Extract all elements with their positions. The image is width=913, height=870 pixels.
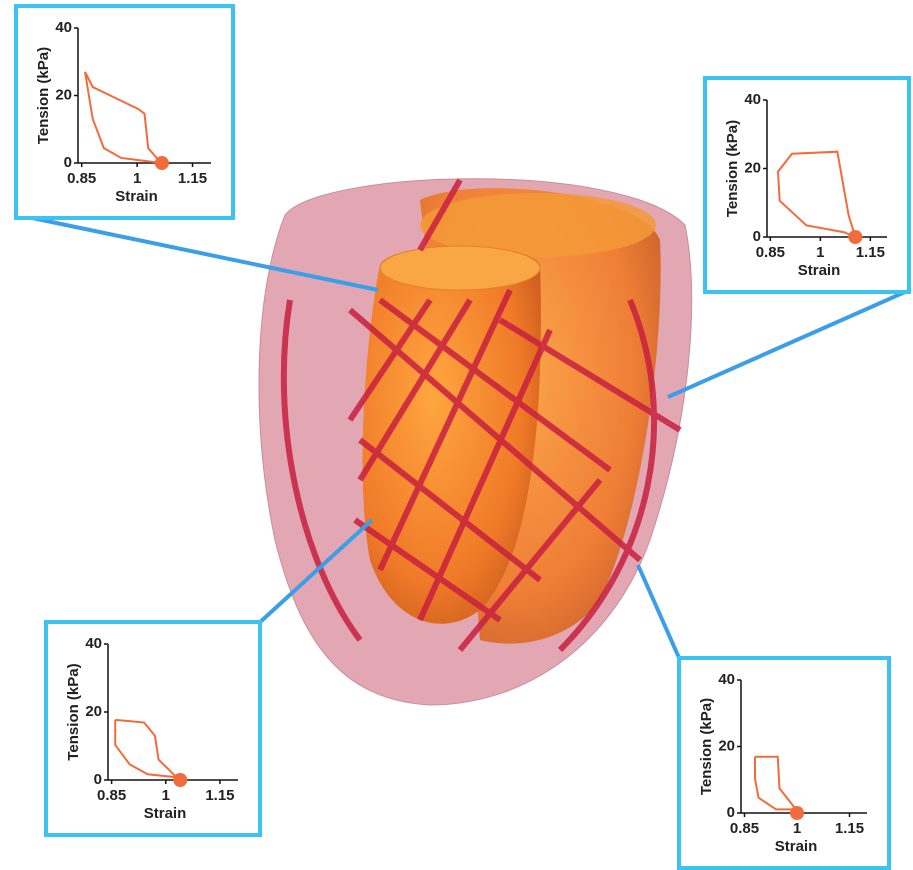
y-tick-label: 20 [718,737,735,754]
y-tick-label: 40 [55,19,72,36]
lv-top [380,246,540,290]
x-tick-label: 1.15 [835,820,864,837]
y-tick-label: 40 [85,635,102,652]
y-axis-label: Tension (kPa) [698,698,715,795]
x-tick-label: 1 [816,244,824,261]
x-tick-label: 0.85 [97,787,126,804]
x-axis-label: Strain [144,805,187,822]
x-tick-label: 0.85 [67,170,96,187]
inset-chart: 0 20 40 0.85 1 1.15 Strain Tension (kPa) [46,622,260,835]
x-axis-label: Strain [798,262,841,279]
y-tick-label: 20 [744,159,761,176]
x-tick-label: 1.15 [205,787,234,804]
x-axis-label: Strain [775,838,818,855]
state-marker [173,773,187,787]
y-axis-label: Tension (kPa) [724,120,741,217]
y-tick-label: 0 [753,228,761,245]
y-axis-label: Tension (kPa) [35,47,52,144]
y-tick-label: 20 [85,703,102,720]
y-tick-label: 0 [64,154,72,171]
x-axis-label: Strain [115,188,158,205]
x-tick-label: 1 [793,820,801,837]
y-tick-label: 20 [55,86,72,103]
inset-chart: 0 20 40 0.85 1 1.15 Strain Tension (kPa) [679,658,889,868]
y-tick-label: 40 [744,91,761,108]
y-axis-label: Tension (kPa) [65,663,82,760]
inset-chart: 0 20 40 0.85 1 1.15 Strain Tension (kPa) [16,6,233,218]
y-tick-label: 0 [727,804,735,821]
x-tick-label: 1.15 [856,244,885,261]
y-tick-label: 40 [718,671,735,688]
x-tick-label: 0.85 [756,244,785,261]
inset-chart: 0 20 40 0.85 1 1.15 Strain Tension (kPa) [705,78,909,292]
state-marker [790,806,804,820]
x-tick-label: 1 [133,170,141,187]
state-marker [155,156,169,170]
state-marker [848,230,862,244]
x-tick-label: 1 [162,787,170,804]
figure: 0 20 40 0.85 1 1.15 Strain Tension (kPa) 0 20 40 0.… [0,0,913,870]
y-tick-label: 0 [94,771,102,788]
x-tick-label: 0.85 [730,820,759,837]
x-tick-label: 1.15 [178,170,207,187]
